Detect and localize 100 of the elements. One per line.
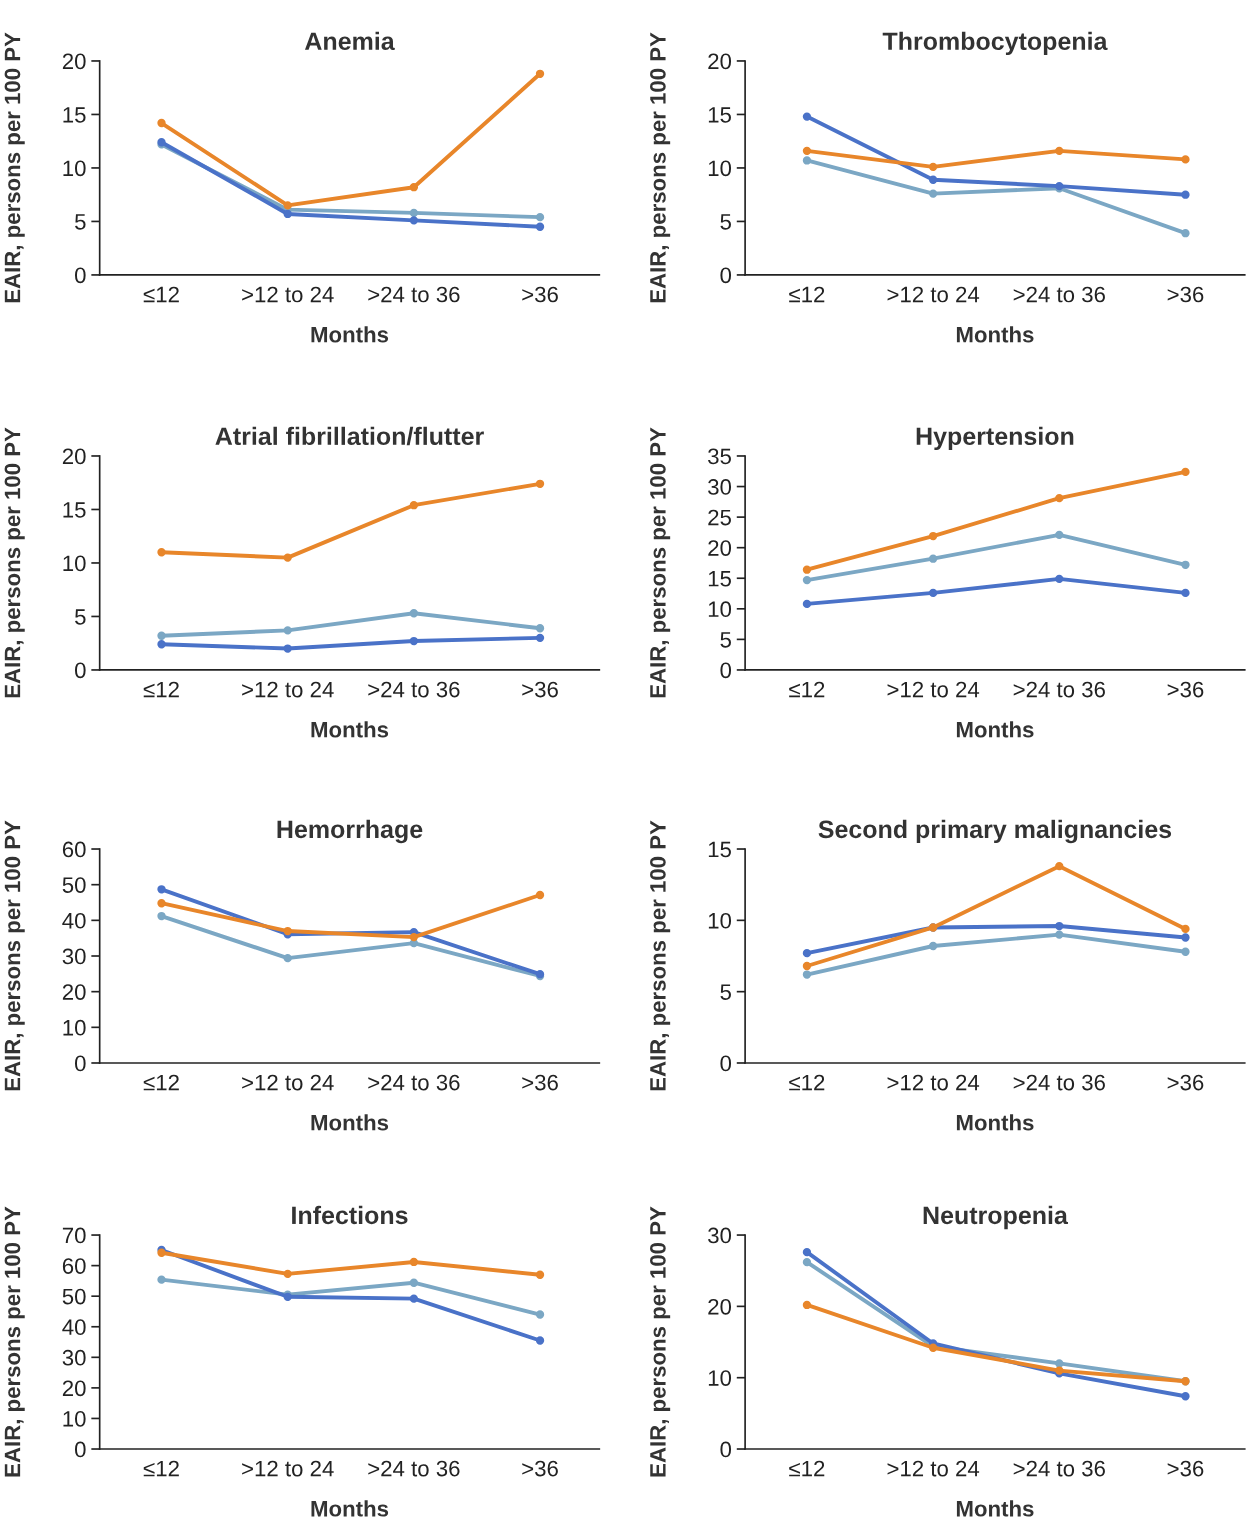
y-tick-label: 5 — [720, 984, 731, 1000]
x-tick-label: ≤12 — [789, 1074, 825, 1091]
y-tick-label: 10 — [63, 160, 86, 177]
point — [283, 201, 292, 210]
y-tick-label: 5 — [720, 632, 731, 648]
y-tick-label: 60 — [62, 1258, 86, 1274]
x-tick-label: >36 — [1167, 286, 1204, 303]
point — [802, 146, 812, 155]
point — [1181, 588, 1190, 598]
x-tick-label: ≤12 — [789, 1460, 825, 1477]
point — [535, 624, 545, 633]
chart-title: Infections — [292, 1205, 408, 1225]
y-tick-label: 15 — [708, 571, 731, 587]
x-tick-label: ≤12 — [789, 286, 825, 303]
y-tick-label: 5 — [75, 214, 86, 230]
point — [535, 222, 545, 231]
chart-title: Neutropenia — [923, 1205, 1069, 1230]
y-axis-title: EAIR, persons per 100 PY — [4, 820, 25, 1091]
y-tick-label: 20 — [708, 1298, 732, 1315]
point — [1055, 861, 1064, 871]
x-tick-label: >36 — [522, 1460, 558, 1477]
point — [1181, 933, 1190, 942]
x-tick-label: >36 — [522, 1074, 558, 1091]
point — [928, 189, 938, 198]
point — [802, 599, 812, 609]
point — [1181, 155, 1190, 164]
point — [535, 479, 545, 488]
point — [1055, 921, 1064, 931]
point — [802, 961, 812, 971]
y-tick-label: 50 — [62, 877, 86, 893]
point — [1055, 930, 1064, 939]
x-tick-label: >24 to 36 — [368, 1074, 460, 1091]
x-tick-label: >24 to 36 — [1013, 681, 1105, 698]
y-tick-label: 5 — [75, 609, 86, 625]
y-axis-title: EAIR, persons per 100 PY — [4, 427, 25, 698]
x-axis-title: Months — [311, 1114, 389, 1131]
y-tick-label: 10 — [708, 1370, 732, 1386]
point — [802, 970, 812, 979]
point — [1055, 146, 1064, 155]
point — [1181, 467, 1190, 477]
y-tick-label: 15 — [708, 841, 731, 858]
y-axis-title: EAIR, persons per 100 PY — [650, 820, 671, 1091]
point — [283, 953, 292, 963]
y-tick-label: 35 — [708, 448, 731, 465]
y-tick-label: 60 — [62, 841, 86, 858]
point — [802, 948, 812, 958]
point — [802, 1257, 812, 1267]
x-axis-title: Months — [956, 1500, 1034, 1517]
chart-title: Hypertension — [916, 426, 1074, 451]
x-axis-title: Months — [311, 721, 389, 738]
y-tick-label: 10 — [708, 160, 732, 177]
y-tick-label: 20 — [708, 53, 732, 70]
point — [157, 911, 166, 921]
point — [802, 565, 812, 574]
point — [1181, 229, 1190, 238]
y-tick-label: 40 — [62, 912, 86, 929]
x-tick-label: ≤12 — [143, 1074, 179, 1091]
y-tick-label: 50 — [62, 1288, 86, 1305]
x-axis-title: Months — [311, 326, 389, 343]
y-tick-label: 0 — [75, 1441, 86, 1458]
point — [283, 553, 292, 562]
x-tick-label: ≤12 — [789, 681, 825, 698]
x-tick-label: >12 to 24 — [242, 286, 334, 303]
x-tick-label: >24 to 36 — [368, 286, 460, 303]
y-tick-label: 10 — [63, 1410, 86, 1427]
y-tick-label: 0 — [720, 267, 732, 284]
y-tick-label: 0 — [720, 662, 732, 679]
y-tick-label: 30 — [708, 1227, 732, 1244]
y-tick-label: 70 — [62, 1227, 86, 1244]
y-tick-label: 30 — [62, 1349, 86, 1366]
chart-title: Anemia — [304, 31, 395, 51]
point — [928, 554, 938, 563]
point — [535, 1310, 545, 1319]
point — [1181, 190, 1190, 199]
y-tick-label: 0 — [75, 662, 86, 679]
x-tick-label: >12 to 24 — [887, 286, 980, 303]
y-tick-label: 40 — [62, 1319, 86, 1336]
point — [1181, 1392, 1190, 1401]
point — [157, 885, 166, 894]
x-tick-label: >12 to 24 — [242, 681, 334, 698]
point — [802, 1300, 812, 1310]
point — [1055, 574, 1064, 584]
x-tick-label: >12 to 24 — [242, 1074, 334, 1091]
x-tick-label: >24 to 36 — [368, 1460, 460, 1477]
point — [928, 162, 938, 172]
y-tick-label: 30 — [708, 479, 732, 495]
y-axis-title: EAIR, persons per 100 PY — [650, 427, 671, 698]
point — [283, 626, 292, 635]
chart-title: Second primary malignancies — [818, 819, 1172, 844]
y-tick-label: 20 — [62, 984, 86, 1000]
chart-title: Hemorrhage — [277, 819, 423, 844]
x-tick-label: >12 to 24 — [242, 1460, 334, 1477]
point — [535, 1270, 545, 1279]
x-axis-title: Months — [956, 326, 1034, 343]
point — [157, 548, 166, 557]
x-tick-label: >24 to 36 — [1013, 286, 1105, 303]
point — [802, 575, 812, 585]
x-tick-label: >24 to 36 — [368, 681, 460, 698]
chart-title: Thrombocytopenia — [882, 31, 1108, 56]
point — [802, 1248, 812, 1257]
